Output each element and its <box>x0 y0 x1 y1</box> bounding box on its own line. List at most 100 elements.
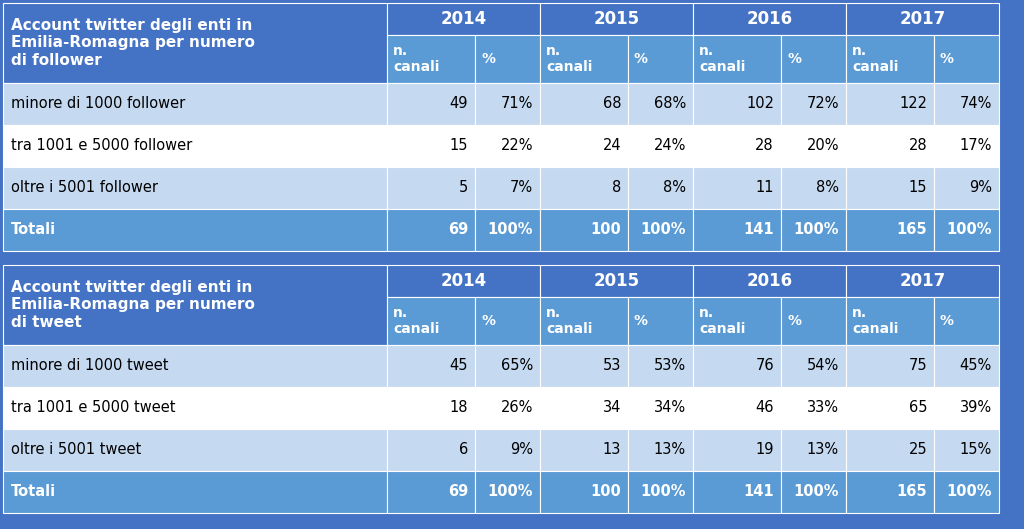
Text: n.
canali: n. canali <box>393 306 439 336</box>
Text: 9%: 9% <box>969 180 992 196</box>
Bar <box>540 297 628 345</box>
Bar <box>475 209 540 251</box>
Bar <box>628 297 693 345</box>
Text: 65: 65 <box>908 400 927 415</box>
Bar <box>628 387 693 429</box>
Text: 28: 28 <box>908 139 927 153</box>
Bar <box>475 125 540 167</box>
Text: minore di 1000 follower: minore di 1000 follower <box>11 96 185 112</box>
Text: %: % <box>634 314 648 328</box>
Text: 5: 5 <box>459 180 468 196</box>
Text: 11: 11 <box>756 180 774 196</box>
Text: 69: 69 <box>447 223 468 238</box>
Text: 34%: 34% <box>654 400 686 415</box>
Text: %: % <box>481 314 495 328</box>
Text: Totali: Totali <box>11 223 56 238</box>
Text: tra 1001 e 5000 follower: tra 1001 e 5000 follower <box>11 139 193 153</box>
Text: 141: 141 <box>743 223 774 238</box>
Text: 24: 24 <box>602 139 621 153</box>
Bar <box>475 429 540 471</box>
Bar <box>846 35 934 83</box>
Text: minore di 1000 tweet: minore di 1000 tweet <box>11 359 169 373</box>
Bar <box>475 387 540 429</box>
Text: Totali: Totali <box>11 485 56 499</box>
Bar <box>3 429 387 471</box>
Bar <box>387 167 475 209</box>
Bar <box>3 345 387 387</box>
Bar <box>540 345 628 387</box>
Text: 100%: 100% <box>487 223 534 238</box>
Bar <box>781 297 846 345</box>
Text: 6: 6 <box>459 442 468 458</box>
Bar <box>934 471 999 513</box>
Bar <box>934 387 999 429</box>
Text: 100%: 100% <box>487 485 534 499</box>
Bar <box>693 265 846 297</box>
Bar <box>781 167 846 209</box>
Text: 8%: 8% <box>816 180 839 196</box>
Text: tra 1001 e 5000 tweet: tra 1001 e 5000 tweet <box>11 400 175 415</box>
Text: 69: 69 <box>447 485 468 499</box>
Bar <box>475 83 540 125</box>
Bar <box>628 125 693 167</box>
Text: 100%: 100% <box>640 223 686 238</box>
Bar <box>387 387 475 429</box>
Text: %: % <box>940 52 954 66</box>
Text: 24%: 24% <box>653 139 686 153</box>
Text: n.
canali: n. canali <box>852 44 898 74</box>
Bar <box>781 471 846 513</box>
Bar <box>387 3 540 35</box>
Text: n.
canali: n. canali <box>699 306 745 336</box>
Bar <box>781 83 846 125</box>
Text: 65%: 65% <box>501 359 534 373</box>
Text: 100%: 100% <box>794 485 839 499</box>
Bar <box>387 471 475 513</box>
Bar <box>846 345 934 387</box>
Bar <box>475 471 540 513</box>
Bar <box>781 209 846 251</box>
Bar <box>3 471 387 513</box>
Bar <box>693 387 781 429</box>
Bar <box>387 35 475 83</box>
Bar <box>934 125 999 167</box>
Bar <box>781 125 846 167</box>
Bar <box>846 167 934 209</box>
Bar <box>475 35 540 83</box>
Text: oltre i 5001 follower: oltre i 5001 follower <box>11 180 158 196</box>
Text: 8: 8 <box>611 180 621 196</box>
Text: 74%: 74% <box>959 96 992 112</box>
Text: 75: 75 <box>908 359 927 373</box>
Bar <box>540 3 693 35</box>
Bar <box>3 167 387 209</box>
Text: 68%: 68% <box>653 96 686 112</box>
Bar <box>540 429 628 471</box>
Text: 7%: 7% <box>510 180 534 196</box>
Bar <box>628 209 693 251</box>
Bar <box>693 83 781 125</box>
Text: 13%: 13% <box>654 442 686 458</box>
Text: 15%: 15% <box>959 442 992 458</box>
Text: 102: 102 <box>746 96 774 112</box>
Bar <box>846 3 999 35</box>
Bar <box>934 297 999 345</box>
Bar <box>693 167 781 209</box>
Text: %: % <box>634 52 648 66</box>
Bar <box>781 387 846 429</box>
Text: 76: 76 <box>756 359 774 373</box>
Bar <box>387 125 475 167</box>
Text: 45: 45 <box>450 359 468 373</box>
Bar <box>846 429 934 471</box>
Text: 18: 18 <box>450 400 468 415</box>
Text: 28: 28 <box>756 139 774 153</box>
Text: 45%: 45% <box>959 359 992 373</box>
Bar <box>934 167 999 209</box>
Bar <box>540 83 628 125</box>
Bar <box>3 83 387 125</box>
Bar <box>540 209 628 251</box>
Bar <box>846 297 934 345</box>
Bar <box>387 265 540 297</box>
Text: 2017: 2017 <box>899 272 945 290</box>
Bar <box>934 209 999 251</box>
Text: 2014: 2014 <box>440 272 486 290</box>
Bar <box>540 167 628 209</box>
